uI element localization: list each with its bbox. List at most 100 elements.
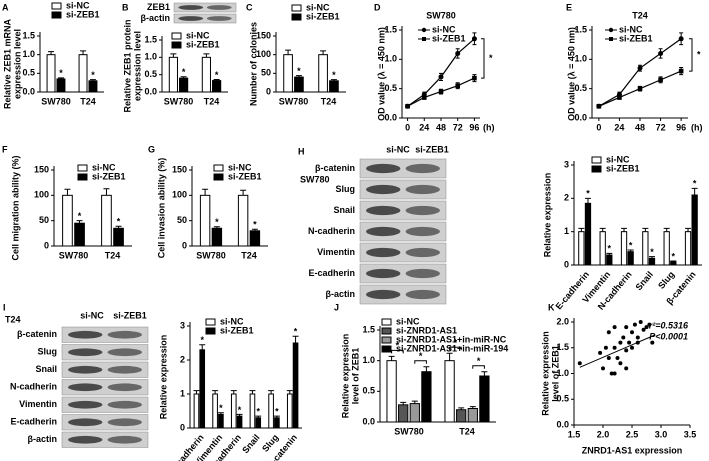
significance: * [489, 53, 493, 63]
error-bar [627, 249, 634, 252]
panel-label: I [3, 302, 6, 312]
error-bar [57, 77, 64, 79]
blot-background [61, 379, 149, 396]
point [598, 350, 603, 355]
y-tick-label: 2 [180, 354, 185, 364]
legend-label: si-ZEB1 [220, 325, 254, 335]
significance: * [256, 406, 260, 416]
bar [409, 403, 420, 423]
bar [691, 194, 698, 266]
legend-label: si-NC [66, 0, 90, 10]
blot-band [405, 226, 440, 237]
blot-band [107, 365, 142, 374]
point [624, 366, 629, 371]
blot-column-label: si-NC [386, 144, 410, 154]
error-bar [193, 390, 200, 394]
trend-line [579, 334, 656, 368]
legend-swatch [51, 2, 62, 10]
blot-background [61, 361, 149, 378]
error-bar [685, 227, 692, 232]
panel-label: K [548, 302, 555, 312]
y-tick-label: 0.0 [556, 419, 569, 429]
significance: * [219, 403, 223, 413]
significance: * [238, 405, 242, 415]
legend-label: si-ZNRD1-AS1+in-miR-NC [396, 334, 507, 344]
legend-swatch [205, 327, 216, 335]
blot-row-label: Snail [333, 205, 355, 215]
bar [283, 54, 293, 93]
point [658, 77, 663, 83]
y-tick-label: 0 [180, 422, 185, 432]
error-bar [330, 79, 337, 81]
series-line [407, 38, 475, 107]
x-tick-label: T24 [459, 426, 475, 436]
significance-bracket [391, 349, 404, 354]
error-bar [411, 400, 418, 404]
legend-label: si-ZNRD1-AS1+in-miR-194 [396, 343, 508, 353]
blot-band [405, 289, 440, 300]
bar [599, 231, 606, 266]
y-tick-label: 150 [256, 30, 271, 40]
error-bar [469, 406, 476, 409]
point [624, 325, 629, 330]
point [647, 322, 652, 327]
error-bar [199, 344, 206, 350]
x-tick-label: Slug [656, 269, 676, 290]
blot-band [107, 383, 142, 392]
legend-label: si-ZEB1 [619, 33, 653, 43]
error-bar [80, 50, 87, 55]
bar [648, 257, 656, 266]
x-tick-label: 24 [614, 122, 624, 132]
bar [584, 202, 592, 266]
point [472, 75, 477, 81]
y-axis-label: level of ZEB1 [350, 348, 360, 405]
annotation: P<0.0001 [649, 331, 688, 341]
bar [168, 56, 178, 93]
bar [268, 393, 274, 429]
point [609, 371, 614, 376]
legend-label: si-NC [186, 30, 210, 40]
significance: * [59, 68, 63, 78]
panel-label: C [246, 2, 253, 12]
error-bar [423, 366, 430, 372]
x-tick-label: T24 [105, 250, 121, 260]
x-tick-label: 48 [635, 122, 645, 132]
x-tick-label: Snail [240, 432, 261, 455]
significance-bracket [449, 346, 462, 351]
x-tick-label: T24 [241, 250, 257, 260]
bar [578, 231, 585, 266]
point [612, 345, 617, 350]
x-tick-label: 2.0 [597, 429, 610, 439]
legend-label: si-ZNRD1-AS1 [396, 325, 457, 335]
error-bar [285, 49, 292, 55]
point [617, 95, 622, 100]
bar [294, 76, 304, 93]
bar [456, 409, 467, 423]
y-tick-label: 1.5 [22, 30, 35, 40]
error-bar [642, 227, 649, 232]
y-tick-label: 100 [256, 49, 271, 59]
y-tick-label: 1.5 [556, 342, 569, 352]
point [596, 103, 602, 109]
blot-background [359, 284, 447, 305]
bar [211, 227, 223, 247]
x-tick-label: 72 [453, 122, 463, 132]
point [606, 330, 611, 335]
legend-swatch [77, 164, 88, 172]
bar [201, 56, 211, 93]
blot-row-label: E-cadherin [10, 417, 57, 427]
legend-label: si-NC [306, 2, 330, 12]
blot-row-label: Vimentin [317, 247, 355, 257]
point [438, 74, 444, 80]
y-axis-label: Cell invasion ability (%) [156, 158, 166, 259]
y-tick-label: 1.0 [22, 49, 35, 59]
y-tick-label: 0.5 [144, 69, 157, 79]
legend-label: si-NC [619, 24, 643, 34]
blot-band [366, 163, 401, 174]
annotation: r²=0.5316 [649, 320, 689, 330]
y-tick-label: 0.5 [362, 386, 375, 396]
blot-row-label: Vimentin [19, 399, 57, 409]
point [615, 356, 620, 361]
error-bar [230, 390, 237, 394]
blot-band [107, 400, 142, 409]
